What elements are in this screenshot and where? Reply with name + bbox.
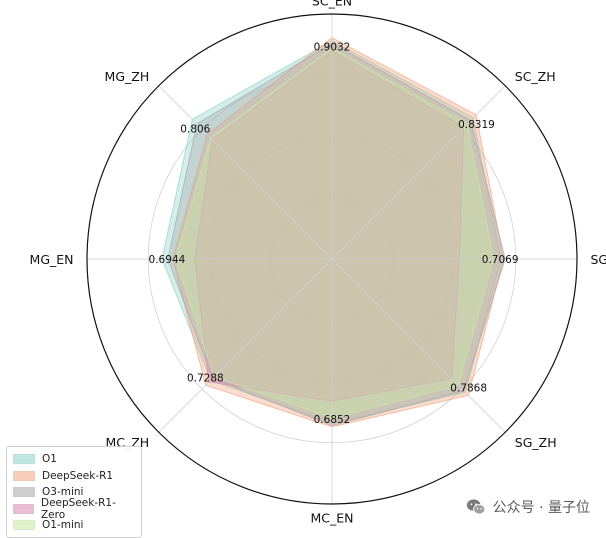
max-value-label-mc-en: 0.6852 xyxy=(314,414,351,426)
legend-item-deepseek-r1: DeepSeek-R1 xyxy=(13,468,135,485)
axis-label-mg-zh: MG_ZH xyxy=(105,69,150,84)
spoke-mg_zh xyxy=(158,85,333,260)
legend-item-o1: O1 xyxy=(13,451,135,468)
max-value-label-sg-zh: 0.7868 xyxy=(450,382,487,394)
max-value-label-sg-en: 0.7069 xyxy=(482,254,519,266)
legend: O1 DeepSeek-R1 O3-mini DeepSeek-R1-Zero … xyxy=(6,446,142,538)
legend-item-o1-mini: O1-mini xyxy=(13,517,135,534)
spoke-sg_zh xyxy=(331,258,506,433)
max-value-label-sc-en: 0.9032 xyxy=(314,42,351,54)
legend-label-o1-mini: O1-mini xyxy=(42,519,84,532)
spoke-mc_zh xyxy=(158,258,333,433)
legend-swatch-deepseek-r1 xyxy=(13,470,35,481)
max-value-label-sc-zh: 0.8319 xyxy=(458,119,495,131)
spoke-sc_zh xyxy=(331,85,506,260)
max-value-label-mc-zh: 0.7288 xyxy=(187,372,224,384)
legend-swatch-o1-mini xyxy=(13,520,35,531)
axis-label-sc-zh: SC_ZH xyxy=(515,69,556,84)
axis-label-sc-en: SC_EN xyxy=(312,0,352,9)
axis-label-sg-en: SG_EN xyxy=(590,252,606,267)
axis-label-mg-en: MG_EN xyxy=(30,252,74,267)
max-value-label-mg-en: 0.6944 xyxy=(149,254,186,266)
legend-label-o3-mini: O3-mini xyxy=(42,486,84,499)
outer-circle xyxy=(86,13,578,505)
legend-label-deepseek-r1-zero: DeepSeek-R1-Zero xyxy=(40,496,116,521)
legend-swatch-o1 xyxy=(13,454,35,465)
legend-label-o1: O1 xyxy=(42,453,57,466)
legend-item-deepseek-r1-zero: DeepSeek-R1-Zero xyxy=(13,497,135,521)
axis-label-sg-zh: SG_ZH xyxy=(515,435,557,450)
max-value-label-mg-zh: 0.806 xyxy=(180,123,210,135)
legend-swatch-o3-mini xyxy=(13,487,35,498)
wechat-icon xyxy=(466,499,485,515)
legend-label-deepseek-r1: DeepSeek-R1 xyxy=(42,469,114,482)
watermark-text: 公众号 · 量子位 xyxy=(492,500,590,516)
legend-item-o3-mini: O3-mini xyxy=(13,484,135,501)
watermark: 公众号 · 量子位 xyxy=(465,496,590,518)
legend-swatch-deepseek-r1-zero xyxy=(13,503,34,514)
axis-label-mc-en: MC_EN xyxy=(310,510,353,525)
